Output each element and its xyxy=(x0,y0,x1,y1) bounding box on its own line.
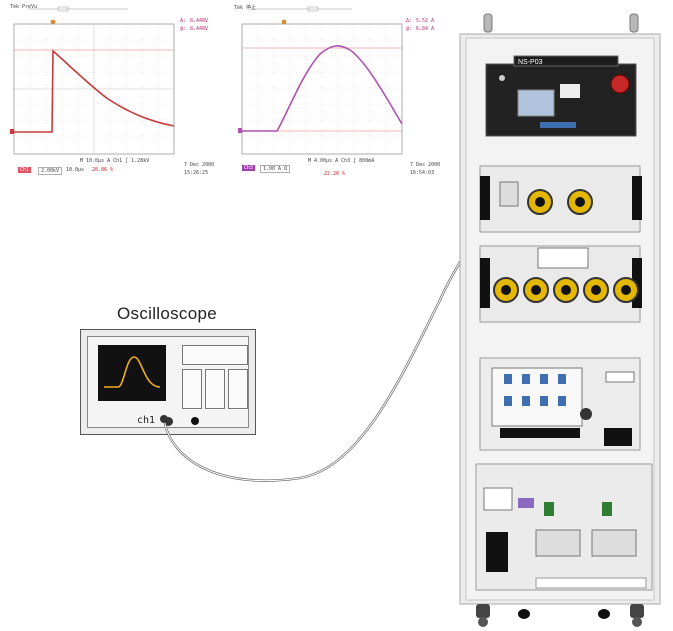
osc-display-panel-top xyxy=(182,345,248,365)
channel-label: ch1 xyxy=(137,415,156,426)
scope-capture-left: Tek PreVu A: 8.440V @: 8.440V M 10.0µs A… xyxy=(8,4,218,182)
oscilloscope-screen xyxy=(98,345,166,401)
output-terminals-top xyxy=(527,189,593,215)
osc-panel-a xyxy=(182,369,202,409)
waveform-plot-right xyxy=(238,6,403,155)
capture-time: 16:54:03 xyxy=(410,170,435,176)
surge-current-trace xyxy=(242,45,403,132)
scale-readout: M 10.0µs A Ch1 ∫ 1.28kV xyxy=(80,158,150,164)
readout-b-value: 8.440V xyxy=(190,26,209,32)
pulse-wave-icon xyxy=(104,356,161,388)
scope-capture-right: Tek 停止 Δ: 5.52 A @: 6.84 A M 4.00µs A Ch… xyxy=(232,4,444,182)
readout-a-value: 5.52 A xyxy=(416,18,435,24)
capture-header: Tek 停止 xyxy=(234,5,257,11)
readout-a-value: 8.440V xyxy=(190,18,209,24)
trigger-marker-icon xyxy=(50,19,56,25)
power-button[interactable] xyxy=(191,417,199,425)
channel-chip: Ch1 xyxy=(18,167,32,173)
oscilloscope-device: ch1 xyxy=(80,329,256,435)
surge-simulator-cabinet: NS-P03 xyxy=(459,13,661,627)
capture-date: 7 Dec 2000 xyxy=(410,162,441,168)
capture-header: Tek PreVu xyxy=(10,4,38,10)
time-chip: 10.0µs xyxy=(66,167,85,173)
oscilloscope-front-panel: ch1 xyxy=(87,336,249,428)
readout-a-label: Δ: xyxy=(406,18,413,24)
volts-chip: 2.00kV xyxy=(38,167,63,175)
oscilloscope-title: Oscilloscope xyxy=(117,304,217,323)
capture-time: 15:26:25 xyxy=(184,170,209,176)
scale-readout: M 4.00µs A Ch3 ∫ 800mA xyxy=(308,158,375,164)
osc-panel-b xyxy=(205,369,225,409)
waveform-plot-left xyxy=(10,6,175,155)
osc-panel-c xyxy=(228,369,248,409)
trigger-marker-icon xyxy=(281,19,287,25)
pct-chip: 22.20 % xyxy=(324,171,346,177)
pct-chip: 28.86 % xyxy=(92,167,114,173)
readout-b-label: @: xyxy=(406,26,413,32)
readout-a-label: A: xyxy=(180,18,187,24)
readout-b-value: 6.84 A xyxy=(416,26,435,32)
volts-chip: 1.00 A Ω xyxy=(260,165,291,173)
ch1-input-connector[interactable] xyxy=(164,417,173,426)
capture-date: 7 Dec 2000 xyxy=(184,162,215,168)
line-terminals xyxy=(493,277,639,303)
channel-chip: Ch3 xyxy=(242,165,256,171)
model-label: NS-P03 xyxy=(518,59,543,66)
readout-b-label: @: xyxy=(180,26,187,32)
surge-voltage-trace xyxy=(14,49,175,133)
